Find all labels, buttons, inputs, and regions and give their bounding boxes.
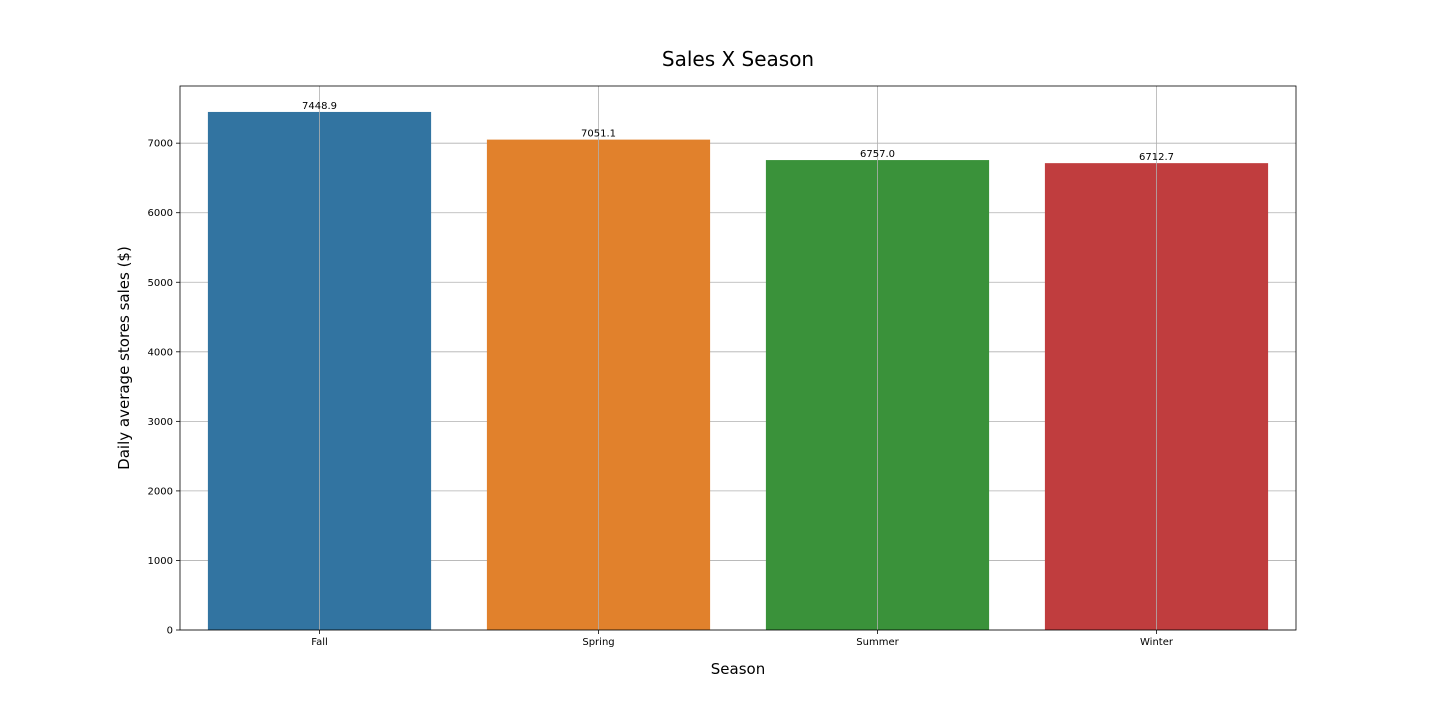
x-axis-label: Season bbox=[711, 660, 765, 678]
data-label-summer: 6757.0 bbox=[860, 149, 895, 160]
y-tick-label: 5000 bbox=[148, 278, 173, 289]
vertical-grid bbox=[319, 86, 1157, 630]
data-label-fall: 7448.9 bbox=[302, 101, 337, 112]
data-labels: 7448.9 7051.1 6757.0 6712.7 bbox=[302, 101, 1174, 163]
x-tick-label: Spring bbox=[582, 637, 614, 648]
x-tick-label: Winter bbox=[1140, 637, 1174, 648]
data-label-winter: 6712.7 bbox=[1139, 152, 1174, 163]
y-tick-label: 1000 bbox=[148, 556, 173, 567]
chart-title: Sales X Season bbox=[662, 47, 814, 71]
y-tick-label: 3000 bbox=[148, 417, 173, 428]
x-tick-label: Summer bbox=[856, 637, 899, 648]
plot-frame bbox=[179, 85, 1297, 631]
bars bbox=[207, 111, 1269, 631]
data-label-spring: 7051.1 bbox=[581, 129, 616, 140]
y-axis-label: Daily average stores sales ($) bbox=[115, 246, 133, 470]
y-tick-label: 2000 bbox=[148, 486, 173, 497]
x-axis: Fall Spring Summer Winter bbox=[311, 630, 1174, 648]
y-tick-label: 6000 bbox=[148, 208, 173, 219]
y-tick-label: 0 bbox=[167, 626, 173, 637]
x-tick-label: Fall bbox=[311, 637, 328, 648]
y-tick-label: 7000 bbox=[148, 139, 173, 150]
y-axis: 0 1000 2000 3000 4000 5000 6000 7000 bbox=[148, 139, 180, 637]
y-tick-label: 4000 bbox=[148, 347, 173, 358]
